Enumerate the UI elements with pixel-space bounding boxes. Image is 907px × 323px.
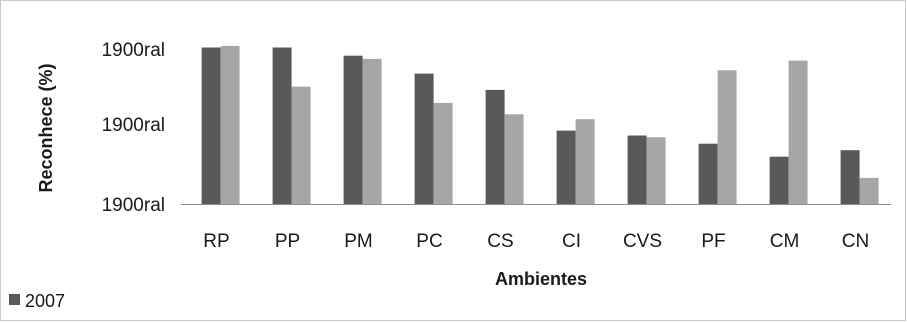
x-tick-label-cm: CM bbox=[770, 231, 800, 252]
y-tick-label-bottom: 1900ral bbox=[102, 195, 165, 216]
legend-label-2007: 2007 bbox=[25, 291, 65, 311]
bar-cn-series-1 bbox=[840, 150, 860, 204]
x-tick-label-cs: CS bbox=[487, 231, 513, 252]
legend-swatch-2007 bbox=[9, 294, 20, 305]
bar-cvs-series-1 bbox=[627, 135, 647, 204]
bar-pc-series-1 bbox=[414, 73, 434, 204]
bar-ci-series-1 bbox=[556, 130, 576, 204]
bar-cn-series-2 bbox=[859, 177, 879, 204]
bar-rp-series-1 bbox=[201, 47, 221, 204]
x-tick-label-pp: PP bbox=[275, 231, 300, 252]
bar-cvs-series-2 bbox=[646, 137, 666, 204]
bar-ci-series-2 bbox=[575, 119, 595, 204]
y-tick-label-middle: 1900ral bbox=[102, 115, 165, 136]
bar-cs-series-2 bbox=[504, 114, 524, 204]
x-tick-label-ci: CI bbox=[562, 231, 581, 252]
bars-group bbox=[201, 45, 879, 205]
bar-pf-series-2 bbox=[717, 70, 737, 204]
bar-cs-series-1 bbox=[485, 89, 505, 204]
x-tick-label-pm: PM bbox=[344, 231, 373, 252]
y-axis-title: Reconhece (%) bbox=[36, 63, 56, 192]
bar-pm-series-2 bbox=[362, 58, 382, 205]
bar-cm-series-1 bbox=[769, 156, 789, 204]
bar-pm-series-1 bbox=[343, 55, 363, 205]
x-axis-title: Ambientes bbox=[495, 269, 587, 289]
x-tick-label-pc: PC bbox=[416, 231, 442, 252]
y-tick-label-top: 1900ral bbox=[102, 40, 165, 61]
x-axis-ticks: RP PP PM PC CS CI CVS PF CM CN bbox=[203, 231, 869, 252]
legend: 2007 bbox=[9, 291, 65, 311]
x-tick-label-rp: RP bbox=[203, 231, 229, 252]
bar-pp-series-2 bbox=[291, 86, 311, 204]
y-axis-ticks: 1900ral 1900ral 1900ral bbox=[102, 40, 165, 216]
bar-pp-series-1 bbox=[272, 47, 292, 204]
bar-pc-series-2 bbox=[433, 102, 453, 204]
x-tick-label-cn: CN bbox=[842, 231, 869, 252]
bar-pf-series-1 bbox=[698, 143, 718, 204]
bar-cm-series-2 bbox=[788, 60, 808, 204]
x-tick-label-cvs: CVS bbox=[623, 231, 662, 252]
bar-rp-series-2 bbox=[220, 45, 240, 205]
x-tick-label-pf: PF bbox=[701, 231, 725, 252]
